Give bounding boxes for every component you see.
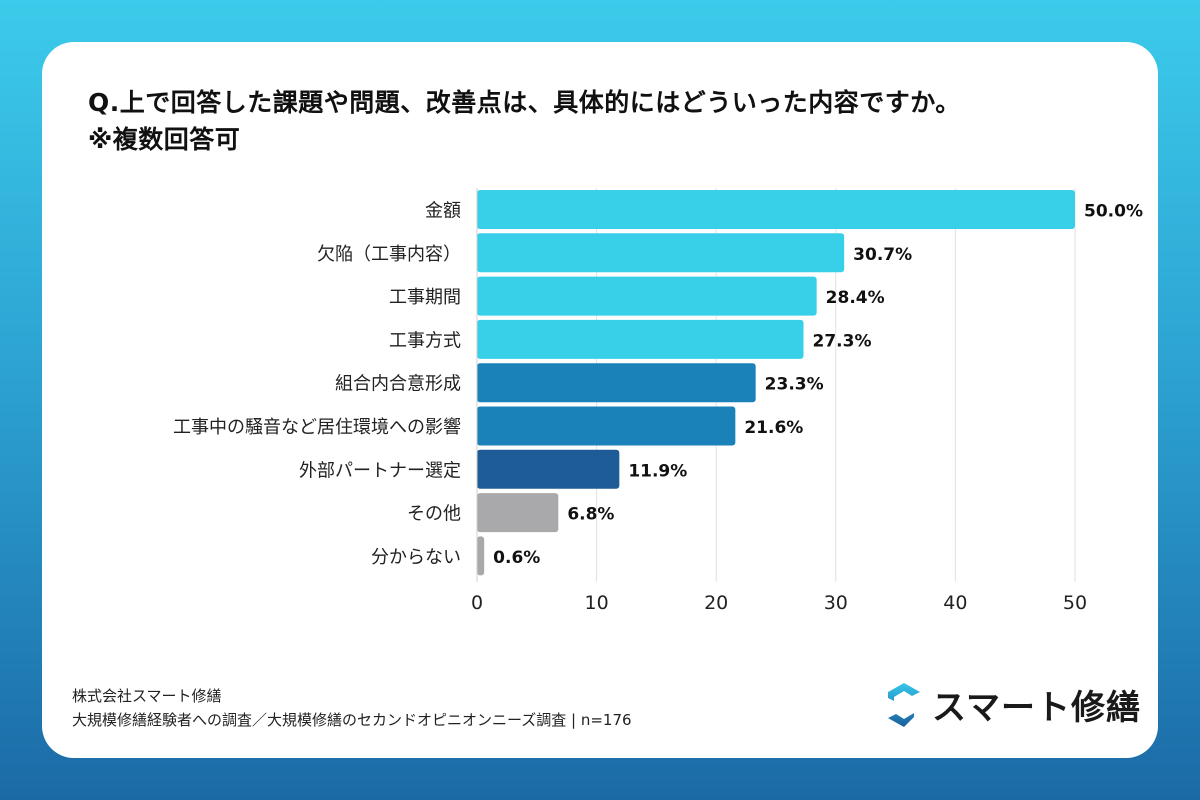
- x-tick-label: 10: [585, 592, 609, 614]
- category-label: 工事期間: [389, 287, 461, 308]
- data-label: 28.4%: [826, 288, 885, 308]
- data-label: 11.9%: [628, 461, 687, 481]
- category-label: その他: [407, 504, 461, 525]
- data-label: 50.0%: [1084, 202, 1143, 222]
- footer-company: 株式会社スマート修繕: [72, 687, 222, 705]
- category-label: 工事方式: [389, 330, 461, 351]
- bar: [477, 406, 736, 446]
- category-label: 欠陥（工事内容）: [317, 244, 461, 265]
- data-label: 0.6%: [493, 548, 540, 568]
- category-label: 金額: [425, 201, 461, 222]
- logo: スマート修繕: [886, 680, 1141, 729]
- category-label: 分からない: [371, 547, 461, 568]
- x-tick-label: 50: [1063, 592, 1087, 614]
- x-tick-label: 40: [943, 592, 967, 614]
- bar: [477, 233, 845, 273]
- x-tick-label: 0: [471, 592, 483, 614]
- category-label: 工事中の騒音など居住環境への影響: [173, 417, 461, 438]
- bar: [477, 319, 804, 359]
- category-label: 組合内合意形成: [335, 374, 461, 395]
- bar: [477, 190, 1075, 229]
- data-label: 27.3%: [813, 331, 872, 351]
- data-label: 30.7%: [853, 245, 912, 265]
- data-label: 23.3%: [765, 375, 824, 395]
- data-label: 21.6%: [744, 418, 803, 438]
- s-hexagon-logo-icon: [888, 682, 920, 727]
- bar: [477, 363, 756, 403]
- category-label: 外部パートナー選定: [299, 460, 461, 481]
- bar: [477, 276, 817, 316]
- footer: 株式会社スマート修繕 大規模修繕経験者への調査／大規模修繕のセカンドオピニオンニ…: [72, 684, 632, 732]
- bar: [477, 449, 620, 489]
- data-label: 6.8%: [567, 505, 614, 525]
- bar: [477, 493, 559, 533]
- chart-title: Q.上で回答した課題や問題、改善点は、具体的にはどういった内容ですか。 ※複数回…: [88, 84, 961, 158]
- bar: [477, 536, 485, 576]
- x-tick-label: 20: [704, 592, 728, 614]
- x-tick-label: 30: [824, 592, 848, 614]
- question-text: Q.上で回答した課題や問題、改善点は、具体的にはどういった内容ですか。: [88, 88, 961, 117]
- logo-text: スマート修繕: [932, 688, 1141, 728]
- multiple-answer-note: ※複数回答可: [88, 125, 241, 154]
- footer-survey: 大規模修繕経験者への調査／大規模修繕のセカンドオピニオンニーズ調査 | n=17…: [72, 711, 632, 729]
